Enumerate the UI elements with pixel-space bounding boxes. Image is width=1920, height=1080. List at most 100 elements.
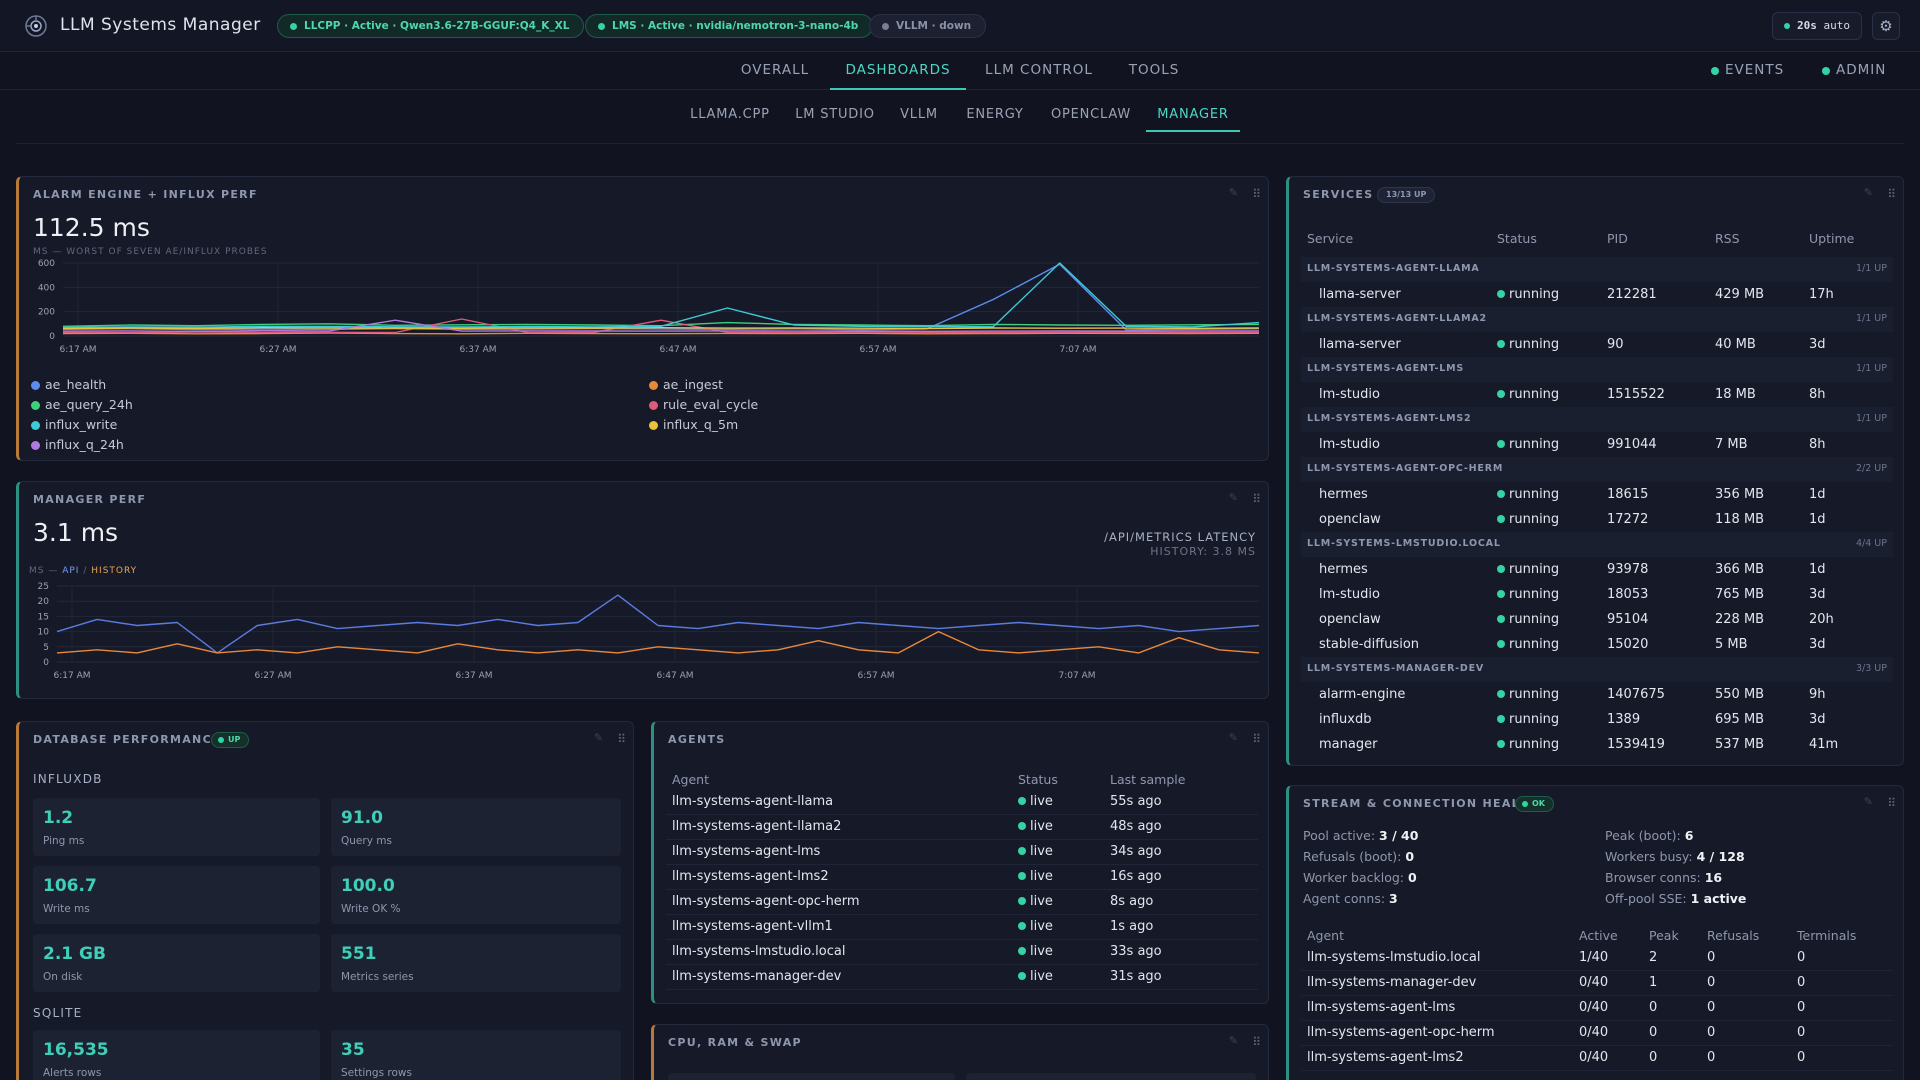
subtab-openclaw[interactable]: OPENCLAW [1050,107,1132,122]
service-rss: 765 MB [1715,587,1765,602]
stream-agent-row[interactable]: llm-systems-agent-opc-herm 0/40 0 0 0 [1301,1021,1893,1046]
service-row[interactable]: llama-server running 90 40 MB 3d [1301,332,1893,357]
app-title: LLM Systems Manager [60,15,261,35]
service-row[interactable]: hermes running 93978 366 MB 1d [1301,557,1893,582]
legend-label: ae_health [45,377,107,392]
stream-agent-row[interactable]: llm-systems-manager-dev 0/40 1 0 0 [1301,971,1893,996]
legend-item-influx_q_5m[interactable]: influx_q_5m [649,417,738,432]
divider [16,143,1904,144]
service-row[interactable]: alarm-engine running 1407675 550 MB 9h [1301,682,1893,707]
drag-handle-icon[interactable]: ⠿ [1252,1035,1261,1049]
legend-item-ae_query_24h[interactable]: ae_query_24h [31,397,133,412]
stream-stat: Peak (boot): 6 [1605,828,1693,843]
tab-llm-control[interactable]: LLM CONTROL [985,62,1093,78]
tab-dashboards[interactable]: DASHBOARDS [830,52,966,90]
stat-value: 4 / 128 [1696,849,1745,864]
row-separator [1301,1045,1893,1046]
status-pill-llcpp[interactable]: LLCPP · Active · Qwen3.6-27B-GGUF:Q4_K_X… [277,14,585,38]
edit-icon[interactable]: ✎ [1228,731,1238,744]
service-rss: 18 MB [1715,387,1756,402]
edit-icon[interactable]: ✎ [593,731,603,744]
x-tick-label: 6:57 AM [858,671,895,681]
service-row[interactable]: lm-studio running 1515522 18 MB 8h [1301,382,1893,407]
legend-item-rule_eval_cycle[interactable]: rule_eval_cycle [649,397,758,412]
service-row[interactable]: llama-server running 212281 429 MB 17h [1301,282,1893,307]
subtab-lm-studio[interactable]: LM STUDIO [795,107,875,122]
row-separator [666,939,1258,940]
agent-row[interactable]: llm-systems-manager-dev live 31s ago [666,965,1258,990]
nav-events-label: EVENTS [1725,62,1785,78]
status-dot-icon [290,23,297,30]
service-row[interactable]: manager running 1539419 537 MB 41m [1301,732,1893,757]
nav-admin[interactable]: ADMIN [1822,52,1886,90]
legend-item-ae_ingest[interactable]: ae_ingest [649,377,723,392]
status-pill-lms[interactable]: LMS · Active · nvidia/nemotron-3-nano-4b [585,14,874,38]
subtab-llama-cpp[interactable]: LLAMA.CPP [690,107,770,122]
agent-status: live [1018,869,1053,884]
legend-item-influx_q_24h[interactable]: influx_q_24h [31,437,124,452]
legend-item-influx_write[interactable]: influx_write [31,417,117,432]
stream-refusals: 0 [1707,950,1716,965]
settings-gear-icon[interactable]: ⚙ [1872,12,1900,40]
group-name: LLM-SYSTEMS-MANAGER-DEV [1307,663,1485,674]
col-header-peak: Peak [1649,928,1679,943]
service-row[interactable]: stable-diffusion running 15020 5 MB 3d [1301,632,1893,657]
service-row[interactable]: openclaw running 95104 228 MB 20h [1301,607,1893,632]
service-pid: 90 [1607,337,1624,352]
edit-icon[interactable]: ✎ [1863,795,1873,808]
service-name: influxdb [1319,712,1372,727]
edit-icon[interactable]: ✎ [1228,1034,1238,1047]
service-row[interactable]: openclaw running 17272 118 MB 1d [1301,507,1893,532]
status-pill-vllm[interactable]: VLLM · down [869,14,987,38]
tile-label: Query ms [341,835,392,847]
subtab-energy[interactable]: ENERGY [966,107,1024,122]
drag-handle-icon[interactable]: ⠿ [1252,492,1261,506]
stat-value: 3 / 40 [1379,828,1419,843]
drag-handle-icon[interactable]: ⠿ [617,732,626,746]
service-pid: 17272 [1607,512,1649,527]
stream-agent-row[interactable]: llm-systems-agent-lms 0/40 0 0 0 [1301,996,1893,1021]
stream-terminals: 0 [1797,950,1806,965]
service-row[interactable]: influxdb running 1389 695 MB 3d [1301,707,1893,732]
stream-agent-row[interactable]: llm-systems-lmstudio.local 1/40 2 0 0 [1301,946,1893,971]
edit-icon[interactable]: ✎ [1863,186,1873,199]
agent-row[interactable]: llm-systems-agent-vllm1 live 1s ago [666,915,1258,940]
legend-swatch [31,401,40,410]
alarm-engine-panel: ALARM ENGINE + INFLUX PERF ✎ ⠿ 112.5 ms … [16,176,1269,461]
legend-item-ae_health[interactable]: ae_health [31,377,106,392]
tab-overall[interactable]: OVERALL [740,62,810,78]
service-uptime: 41m [1809,737,1839,752]
edit-icon[interactable]: ✎ [1228,491,1238,504]
tile-value: 91.0 [341,808,383,828]
drag-handle-icon[interactable]: ⠿ [1252,732,1261,746]
stream-agent-row[interactable]: llm-systems-agent-lms2 0/40 0 0 0 [1301,1046,1893,1071]
tab-tools[interactable]: TOOLS [1128,62,1180,78]
agent-row[interactable]: llm-systems-agent-llama live 55s ago [666,790,1258,815]
y-tick-label: 5 [43,643,49,653]
subtab-manager[interactable]: MANAGER [1146,100,1240,132]
agent-status: live [1018,794,1053,809]
refresh-interval-button[interactable]: 20s auto [1772,12,1862,40]
agent-row[interactable]: llm-systems-agent-lms2 live 16s ago [666,865,1258,890]
drag-handle-icon[interactable]: ⠿ [1887,796,1896,810]
subtab-vllm[interactable]: VLLM [900,107,938,122]
stream-agent-name: llm-systems-manager-dev [1307,975,1477,990]
drag-handle-icon[interactable]: ⠿ [1887,187,1896,201]
service-row[interactable]: hermes running 18615 356 MB 1d [1301,482,1893,507]
caption-history: HISTORY [91,566,138,576]
stream-terminals: 0 [1797,1025,1806,1040]
agent-row[interactable]: llm-systems-agent-opc-herm live 8s ago [666,890,1258,915]
agent-row[interactable]: llm-systems-lmstudio.local live 33s ago [666,940,1258,965]
drag-handle-icon[interactable]: ⠿ [1252,187,1261,201]
group-name: LLM-SYSTEMS-AGENT-LLAMA [1307,263,1480,274]
service-row[interactable]: lm-studio running 18053 765 MB 3d [1301,582,1893,607]
agent-row[interactable]: llm-systems-agent-lms live 34s ago [666,840,1258,865]
edit-icon[interactable]: ✎ [1228,186,1238,199]
nav-events[interactable]: EVENTS [1711,52,1784,90]
service-uptime: 1d [1809,512,1826,527]
row-separator [1301,995,1893,996]
row-separator [1301,1020,1893,1021]
agent-row[interactable]: llm-systems-agent-llama2 live 48s ago [666,815,1258,840]
col-header-terminals: Terminals [1797,928,1857,943]
service-row[interactable]: lm-studio running 991044 7 MB 8h [1301,432,1893,457]
